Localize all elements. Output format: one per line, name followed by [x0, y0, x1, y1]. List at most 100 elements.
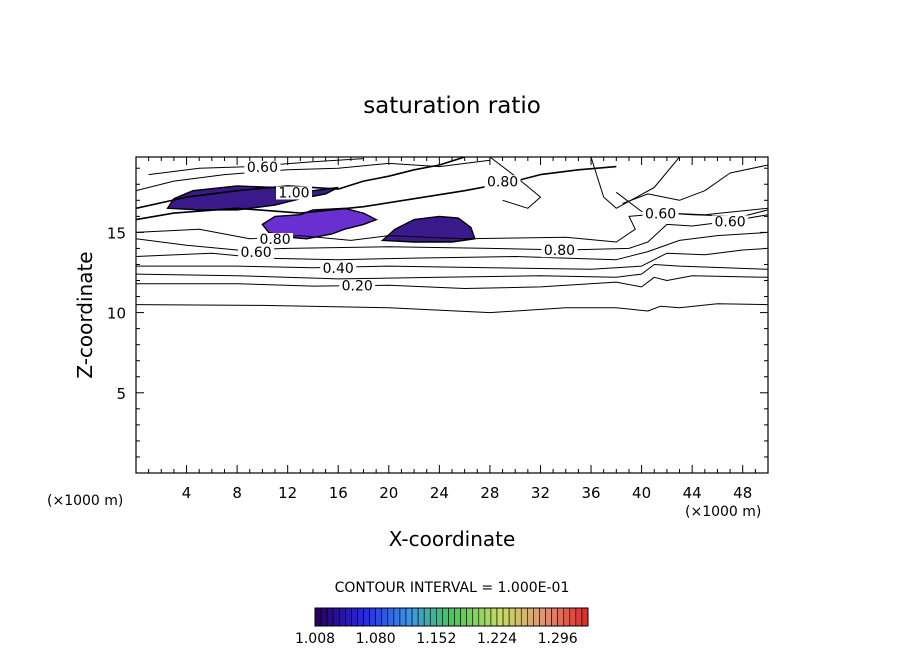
- x-tick-label: 44: [683, 484, 702, 502]
- x-tick-label: 16: [329, 484, 348, 502]
- colorbar-swatch: [357, 607, 364, 627]
- contour-line: [590, 157, 680, 209]
- contour-label-bg: [244, 160, 281, 174]
- colorbar-swatch: [502, 607, 510, 627]
- contour-line: [615, 191, 768, 217]
- contour-label: 0.60: [247, 160, 278, 176]
- colorbar-swatch: [411, 607, 419, 627]
- colorbar-swatch: [472, 607, 480, 627]
- contour-interval-text: CONTOUR INTERVAL = 1.000E-01: [335, 580, 570, 596]
- colorbar-swatch: [393, 607, 401, 627]
- colorbar-swatch: [575, 607, 583, 627]
- chart-title: saturation ratio: [363, 93, 541, 119]
- colorbar-swatch: [545, 607, 552, 627]
- contour-label: 0.60: [714, 214, 745, 230]
- contour-label-bg: [320, 261, 357, 275]
- colorbar-swatch: [508, 607, 516, 627]
- colorbar-tick-labels: 1.008 1.080 1.152 1.224 1.296: [295, 631, 578, 647]
- colorbar-swatch: [423, 607, 431, 627]
- colorbar-swatch: [314, 607, 322, 627]
- colorbar-tick-label: 1.152: [416, 631, 456, 647]
- colorbar-swatch: [569, 607, 577, 627]
- colorbar-swatch: [581, 607, 589, 627]
- contour-line: [136, 247, 768, 270]
- filled-region: [380, 215, 476, 243]
- colorbar-swatch: [375, 607, 383, 627]
- y-tick-label: 10: [107, 305, 126, 323]
- contour-label: 0.80: [259, 232, 290, 248]
- contour-label-bg: [276, 186, 312, 200]
- colorbar-tick-label: 1.080: [356, 631, 396, 647]
- contour-line: [136, 264, 768, 280]
- contour-line: [136, 275, 768, 289]
- y-axis-ticks: 5 10 15: [107, 167, 768, 458]
- colorbar-swatch: [563, 607, 571, 627]
- contour-label: 0.80: [487, 174, 518, 190]
- x-tick-label: 40: [632, 484, 651, 502]
- colorbar-tick-label: 1.296: [538, 631, 578, 647]
- x-tick-label: 48: [733, 484, 752, 502]
- contour-label-bg: [712, 215, 749, 229]
- colorbar-swatch: [338, 607, 346, 627]
- colorbar-swatch: [557, 607, 565, 627]
- contour-label-bg: [642, 207, 679, 221]
- colorbar-swatch: [369, 607, 376, 627]
- colorbar-tick-label: 1.008: [295, 631, 335, 647]
- colorbar-swatch: [527, 607, 534, 627]
- colorbar-swatch: [520, 607, 528, 627]
- colorbar-swatch: [539, 607, 546, 627]
- colorbar-swatch: [405, 607, 413, 627]
- contour-line: [136, 159, 490, 192]
- x-axis-ticks: 4 8 12 16 20 24 28 32 36 40 44 48: [148, 157, 756, 502]
- y-tick-label: 5: [116, 385, 126, 403]
- x-tick-label: 12: [278, 484, 297, 502]
- colorbar-swatch: [429, 607, 437, 627]
- colorbar-swatch: [466, 607, 474, 627]
- x-axis-label: X-coordinate: [389, 527, 516, 551]
- colorbar-swatch: [490, 607, 498, 627]
- colorbar-swatch: [436, 607, 443, 627]
- colorbar-frame: [314, 607, 589, 627]
- x-tick-label: 28: [480, 484, 499, 502]
- x-tick-label: 32: [531, 484, 550, 502]
- colorbar-swatch: [551, 607, 558, 627]
- contour-label: 0.20: [342, 279, 373, 295]
- colorbar-swatch: [448, 607, 455, 627]
- x-unit-label-left: (×1000 m): [47, 493, 123, 509]
- contour-line: [136, 157, 465, 210]
- contour-labels: 0.600.801.000.600.600.800.60 0.800.400.20: [238, 160, 749, 295]
- colorbar: [314, 607, 589, 627]
- contour-label-bg: [484, 175, 521, 189]
- x-tick-label: 8: [232, 484, 242, 502]
- colorbar-swatch: [351, 607, 358, 627]
- contour-label-bg: [238, 245, 275, 259]
- colorbar-swatch: [345, 607, 352, 627]
- contour-label-bg: [257, 233, 294, 247]
- colorbar-swatch: [496, 607, 504, 627]
- colorbar-swatch: [514, 607, 522, 627]
- x-tick-label: 36: [581, 484, 600, 502]
- colorbar-swatch: [326, 607, 334, 627]
- colorbar-swatch: [399, 607, 407, 627]
- colorbar-swatch: [454, 607, 461, 627]
- contour-line: [136, 303, 768, 314]
- x-tick-label: 20: [379, 484, 398, 502]
- x-tick-label: 24: [430, 484, 449, 502]
- contour-label: 0.80: [544, 243, 575, 259]
- x-unit-label-right: (×1000 m): [685, 504, 761, 520]
- contour-label-bg: [339, 279, 376, 293]
- colorbar-swatch: [533, 607, 540, 627]
- contour-line: [136, 165, 617, 221]
- y-tick-label: 15: [107, 224, 126, 242]
- colorbar-swatch: [387, 607, 395, 627]
- colorbar-swatch: [332, 607, 340, 627]
- contour-label: 1.00: [278, 185, 309, 201]
- colorbar-swatch: [320, 607, 328, 627]
- colorbar-swatch: [363, 607, 370, 627]
- colorbar-swatch: [442, 607, 449, 627]
- colorbar-swatch: [460, 607, 467, 627]
- colorbar-swatch: [478, 607, 486, 627]
- y-axis-label: Z-coordinate: [73, 251, 97, 378]
- contour-line: [622, 164, 768, 204]
